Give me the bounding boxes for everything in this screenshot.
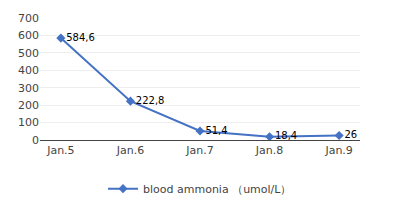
svg-text:Jan.5: Jan.5	[46, 144, 74, 157]
svg-text:Jan.8: Jan.8	[255, 144, 283, 157]
svg-text:200: 200	[18, 99, 39, 112]
svg-text:Jan.9: Jan.9	[324, 144, 352, 157]
svg-text:18,4: 18,4	[275, 130, 297, 141]
svg-text:Jan.6: Jan.6	[116, 144, 144, 157]
svg-text:584,6: 584,6	[66, 32, 95, 43]
svg-text:600: 600	[18, 29, 39, 42]
svg-text:Jan.7: Jan.7	[185, 144, 213, 157]
svg-text:0: 0	[32, 134, 39, 147]
svg-text:26: 26	[345, 129, 358, 140]
svg-text:51,4: 51,4	[205, 125, 227, 136]
svg-text:blood ammonia （umol/L）: blood ammonia （umol/L）	[143, 183, 291, 196]
svg-text:100: 100	[18, 116, 39, 129]
svg-text:500: 500	[18, 47, 39, 60]
svg-text:222,8: 222,8	[136, 95, 165, 106]
svg-text:700: 700	[18, 12, 39, 25]
svg-text:400: 400	[18, 64, 39, 77]
svg-text:300: 300	[18, 82, 39, 95]
